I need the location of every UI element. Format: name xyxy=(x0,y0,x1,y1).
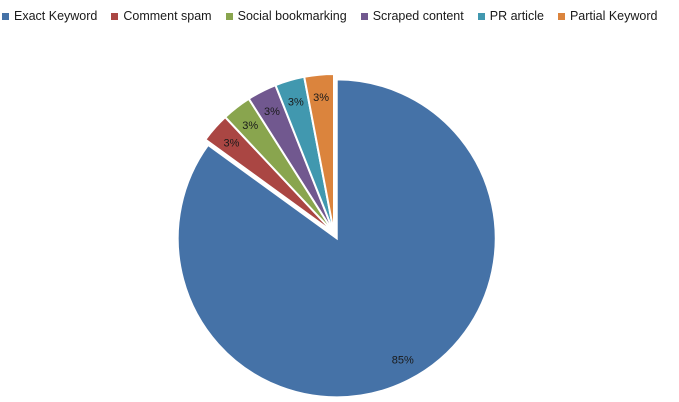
legend-swatch-comment-spam xyxy=(111,12,119,20)
chart-legend: Exact Keyword Comment spam Social bookmark… xyxy=(2,9,677,23)
pie-slice-partial-keyword xyxy=(303,72,335,234)
data-label-comment-spam: 3% xyxy=(223,138,239,150)
legend-label-partial-keyword: Partial Keyword xyxy=(569,9,658,23)
legend-swatch-scraped-content xyxy=(360,12,368,20)
legend-swatch-partial-keyword xyxy=(557,12,565,20)
legend-item-scraped-content: Scraped content xyxy=(360,9,464,23)
legend-label-scraped-content: Scraped content xyxy=(372,9,464,23)
legend-label-comment-spam: Comment spam xyxy=(123,9,212,23)
legend-item-exact-keyword: Exact Keyword xyxy=(2,9,97,23)
legend-label-pr-article: PR article xyxy=(489,9,544,23)
legend-item-partial-keyword: Partial Keyword xyxy=(557,9,658,23)
data-label-social-bookmarking: 3% xyxy=(242,120,258,132)
legend-label-exact-keyword: Exact Keyword xyxy=(14,9,98,23)
legend-swatch-exact-keyword xyxy=(2,12,9,20)
legend-label-social-bookmarking: Social bookmarking xyxy=(237,9,347,23)
pie-slices xyxy=(176,72,497,399)
legend-swatch-pr-article xyxy=(477,12,485,20)
legend-item-comment-spam: Comment spam xyxy=(111,9,212,23)
legend-swatch-social-bookmarking xyxy=(225,12,233,20)
data-label-partial-keyword: 3% xyxy=(313,92,329,104)
pie-data-labels: 85%3%3%3%3% 3% xyxy=(223,92,413,366)
data-label-pr-article: 3% xyxy=(288,97,304,109)
data-label-exact-keyword: 85% xyxy=(392,354,414,366)
legend-item-pr-article: PR article xyxy=(477,9,544,23)
pie-slice-exact-keyword xyxy=(176,78,497,399)
legend-item-social-bookmarking: Social bookmarking xyxy=(225,9,347,23)
data-label-scraped-content: 3% xyxy=(264,106,280,118)
